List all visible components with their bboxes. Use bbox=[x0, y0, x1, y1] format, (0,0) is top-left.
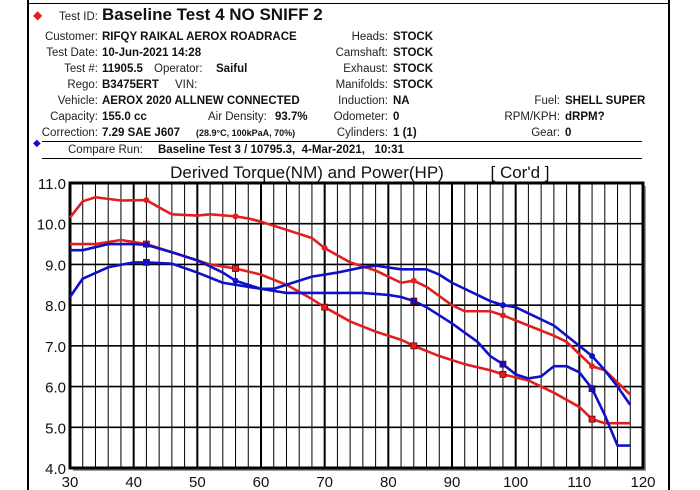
spec-field-label: Exhaust: bbox=[343, 63, 388, 75]
right-field-label: RPM/KPH: bbox=[504, 111, 560, 123]
spec-field-label: Odometer: bbox=[333, 111, 388, 123]
data-marker bbox=[589, 363, 596, 370]
left-field-label: Rego: bbox=[67, 79, 98, 91]
air-density-label: Air Density: bbox=[208, 111, 267, 123]
chart-title-note: [ Cor'd ] bbox=[491, 163, 550, 182]
data-marker bbox=[232, 265, 239, 272]
left-field-value: 155.0 cc bbox=[102, 111, 147, 123]
y-tick-label: 7.0 bbox=[45, 339, 66, 356]
left-field-value: 10-Jun-2021 14:28 bbox=[102, 47, 202, 59]
test-marker-icon: ◆ bbox=[33, 8, 43, 22]
plot-border bbox=[68, 181, 645, 470]
data-marker bbox=[321, 245, 328, 252]
spec-field-label: Cylinders: bbox=[336, 127, 388, 139]
divider bbox=[42, 158, 642, 159]
data-marker bbox=[499, 302, 506, 309]
x-tick-label: 120 bbox=[630, 474, 655, 490]
x-tick-label: 30 bbox=[62, 474, 79, 490]
report-frame bbox=[27, 0, 670, 490]
y-tick-label: 9.0 bbox=[45, 257, 66, 274]
left-field-value: 11905.5 bbox=[102, 63, 143, 75]
right-field-value: SHELL SUPER bbox=[565, 95, 646, 107]
spec-field-value: NA bbox=[393, 95, 410, 107]
operator-value: Saiful bbox=[216, 63, 248, 75]
x-tick-label: 100 bbox=[503, 474, 528, 490]
divider bbox=[42, 141, 642, 142]
x-tick-label: 80 bbox=[380, 474, 397, 490]
spec-field-value: STOCK bbox=[393, 79, 434, 91]
x-tick-label: 50 bbox=[189, 474, 206, 490]
data-marker bbox=[143, 197, 150, 204]
y-tick-label: 4.0 bbox=[45, 461, 66, 478]
air-density-value: 93.7% bbox=[275, 111, 308, 123]
data-marker bbox=[410, 342, 418, 350]
left-field-label: Customer: bbox=[44, 31, 98, 43]
data-marker bbox=[232, 213, 239, 220]
plot-area bbox=[70, 183, 643, 468]
x-tick-label: 70 bbox=[316, 474, 333, 490]
right-field-label: Gear: bbox=[531, 127, 560, 139]
series-line bbox=[68, 195, 632, 396]
right-field-label: Fuel: bbox=[534, 95, 560, 107]
data-marker bbox=[410, 277, 417, 284]
data-marker bbox=[410, 297, 418, 305]
data-marker bbox=[499, 312, 506, 319]
data-marker bbox=[588, 385, 596, 393]
y-tick-label: 11.0 bbox=[38, 176, 66, 193]
spec-field-label: Induction: bbox=[338, 95, 388, 107]
y-tick-label: 10.0 bbox=[37, 217, 66, 234]
divider bbox=[27, 3, 668, 4]
left-field-value: AEROX 2020 ALLNEW CONNECTED bbox=[102, 95, 300, 107]
series-line bbox=[68, 261, 631, 447]
data-marker bbox=[232, 277, 239, 284]
x-tick-label: 60 bbox=[253, 474, 270, 490]
y-tick-label: 5.0 bbox=[45, 420, 66, 437]
vin-label: VIN: bbox=[175, 79, 198, 91]
data-marker bbox=[499, 370, 507, 378]
y-tick-label: 8.0 bbox=[45, 298, 66, 315]
left-field-value: B3475ERT bbox=[102, 79, 159, 91]
left-field-label: Capacity: bbox=[50, 111, 98, 123]
data-marker bbox=[589, 353, 596, 360]
left-field-label: Vehicle: bbox=[57, 95, 98, 107]
spec-field-value: STOCK bbox=[393, 47, 434, 59]
conditions: (28.9°C, 100kPaA, 70%) bbox=[196, 128, 296, 138]
data-marker bbox=[142, 258, 150, 266]
data-marker bbox=[321, 303, 329, 311]
compare-run-value: Baseline Test 3 / 10795.3, 4-Mar-2021, 1… bbox=[158, 144, 404, 156]
left-field-label: Test #: bbox=[64, 63, 98, 75]
data-marker bbox=[588, 415, 596, 423]
spec-field-label: Manifolds: bbox=[335, 79, 388, 91]
spec-field-value: STOCK bbox=[393, 31, 434, 43]
chart-title: Derived Torque(NM) and Power(HP) bbox=[170, 163, 444, 182]
left-field-label: Correction: bbox=[41, 127, 98, 139]
spec-field-label: Heads: bbox=[351, 31, 388, 43]
x-tick-label: 110 bbox=[567, 474, 591, 490]
test-id: Baseline Test 4 NO SNIFF 2 bbox=[102, 5, 323, 24]
data-marker bbox=[143, 241, 150, 248]
y-tick-label: 6.0 bbox=[45, 380, 66, 397]
spec-field-value: STOCK bbox=[393, 63, 434, 75]
right-field-value: dRPM? bbox=[565, 111, 605, 123]
data-marker bbox=[499, 360, 507, 368]
spec-field-value: 1 (1) bbox=[393, 127, 417, 139]
spec-field-label: Camshaft: bbox=[335, 47, 388, 59]
x-tick-label: 90 bbox=[444, 474, 461, 490]
left-field-value: 7.29 SAE J607 bbox=[102, 127, 181, 139]
operator-label: Operator: bbox=[154, 63, 203, 75]
compare-marker-icon: ◆ bbox=[33, 138, 41, 149]
test-id-label: Test ID: bbox=[59, 11, 98, 23]
left-field-value: RIFQY RAIKAL AEROX ROADRACE bbox=[102, 31, 297, 43]
compare-run-label: Compare Run: bbox=[68, 144, 143, 156]
spec-field-value: 0 bbox=[393, 111, 400, 123]
x-tick-label: 40 bbox=[125, 474, 142, 490]
series-line bbox=[70, 242, 632, 406]
right-field-value: 0 bbox=[565, 127, 572, 139]
left-field-label: Test Date: bbox=[46, 47, 98, 59]
